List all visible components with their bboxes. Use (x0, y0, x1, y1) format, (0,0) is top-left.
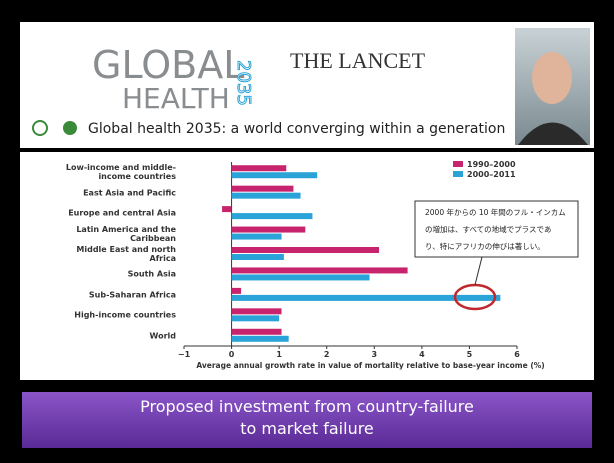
y-tick-label: Sub-Saharan Africa (61, 290, 176, 299)
y-tick-label: Low-income and middle-income countries (61, 163, 176, 181)
bar (232, 227, 306, 233)
y-tick-label: Europe and central Asia (61, 209, 176, 218)
annotation-line: の増加は、すべての地域でプラスであ (425, 224, 551, 234)
logo-health: HEALTH (122, 82, 230, 115)
x-tick-label: 2 (324, 350, 330, 359)
x-axis-title: Average annual growth rate in value of m… (196, 361, 544, 370)
x-tick-label: 1 (276, 350, 282, 359)
annotation-line: り、特にアフリカの伸びは著しい。 (425, 241, 545, 251)
photo-face (532, 52, 572, 104)
slide: GLOBAL HEALTH 2035 THE LANCET Global hea… (0, 0, 614, 463)
x-tick-label: 6 (514, 350, 520, 359)
bar (232, 213, 313, 219)
legend-label: 2000–2011 (467, 170, 516, 179)
bar (232, 336, 289, 342)
x-tick-label: 0 (229, 350, 235, 359)
bar (232, 234, 282, 240)
bar (232, 288, 242, 294)
y-tick-label: Middle East and north Africa (61, 245, 176, 263)
bar (232, 308, 282, 314)
bar (232, 165, 287, 171)
bar (222, 206, 232, 212)
icon (63, 121, 77, 135)
annotation-line: 2000 年からの 10 年間のフル・インカム (425, 207, 566, 217)
banner-line: to market failure (240, 419, 374, 438)
bar (232, 172, 318, 178)
journal-name: THE LANCET (290, 48, 426, 73)
y-tick-label: South Asia (61, 270, 176, 279)
legend-swatch (453, 161, 463, 167)
y-tick-label: High-income countries (61, 311, 176, 320)
x-tick-label: 5 (467, 350, 473, 359)
bar (232, 247, 379, 253)
banner-line: Proposed investment from country-failure (140, 397, 474, 416)
subtitle: Global health 2035: a world converging w… (88, 121, 505, 137)
x-tick-label: −1 (178, 350, 191, 359)
logo-global: GLOBAL (92, 43, 244, 87)
y-tick-label: Latin America and the Caribbean (61, 225, 176, 243)
legend-label: 1990–2000 (467, 160, 516, 169)
bar (232, 315, 280, 321)
bar (232, 186, 294, 192)
logo-year: 2035 (233, 60, 254, 106)
bar (232, 274, 370, 280)
bar (232, 267, 408, 273)
x-tick-label: 3 (371, 350, 377, 359)
bar (232, 254, 284, 260)
legend-swatch (453, 171, 463, 177)
bar (232, 193, 301, 199)
y-tick-label: East Asia and Pacific (61, 188, 176, 197)
x-tick-label: 4 (419, 350, 425, 359)
bar (232, 295, 501, 301)
bar (232, 329, 282, 335)
y-tick-label: World (61, 331, 176, 340)
